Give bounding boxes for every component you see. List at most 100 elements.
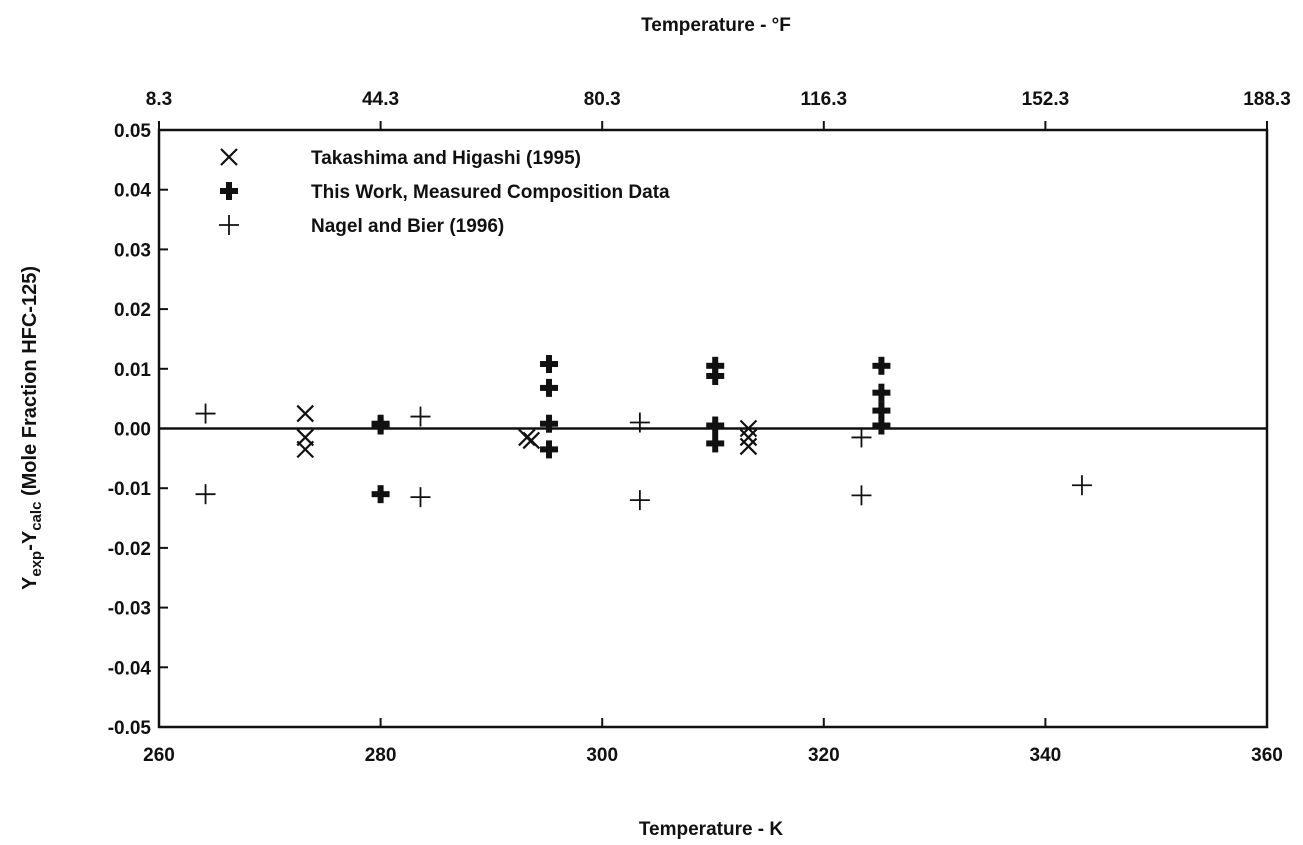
- marker-stroke: [296, 404, 315, 423]
- legend: Takashima and Higashi (1995) This Work, M…: [219, 148, 670, 237]
- legend-this-work: This Work, Measured Composition Data: [220, 182, 670, 203]
- marker-bar: [377, 485, 384, 504]
- marker-stroke: [739, 437, 758, 456]
- nagel-bier-point: [851, 427, 872, 448]
- x-axis-title: Temperature - K: [639, 819, 784, 840]
- legend-marker: [220, 148, 238, 166]
- this-work-point: [371, 416, 390, 435]
- this-work-point: [706, 356, 725, 375]
- marker-stroke: [739, 419, 758, 438]
- top-tick-label: 44.3: [362, 89, 399, 110]
- marker-bar: [712, 356, 719, 375]
- marker-bar: [712, 416, 719, 435]
- legend-takashima-higashi: Takashima and Higashi (1995): [220, 148, 581, 169]
- marker-stroke: [522, 431, 541, 450]
- y-tick-label: 0.02: [114, 300, 151, 321]
- marker-bar: [712, 366, 719, 385]
- marker-stroke: [739, 428, 758, 447]
- takashima-higashi-point: [296, 440, 315, 459]
- top-axis-ticks: 8.3 44.3 80.3 116.3 152.3 188.3: [146, 89, 1291, 130]
- takashima-higashi-point: [739, 428, 758, 447]
- nagel-bier-point: [410, 406, 431, 427]
- this-work-point: [540, 440, 559, 459]
- this-work-point: [706, 366, 725, 385]
- x-tick-label: 340: [1030, 745, 1062, 766]
- x-tick-label: 260: [143, 745, 175, 766]
- x-tick-label: 320: [808, 745, 840, 766]
- legend-label: This Work, Measured Composition Data: [311, 182, 670, 203]
- takashima-higashi-point: [522, 431, 541, 450]
- top-tick-label: 152.3: [1022, 89, 1070, 110]
- x-tick-label: 280: [365, 745, 397, 766]
- y-title-suffix: (Mole Fraction HFC-125): [19, 266, 41, 502]
- y-tick-label: -0.02: [108, 539, 151, 560]
- marker-bar: [226, 182, 232, 200]
- y-axis-ticks: 0.05 0.04 0.03 0.02 0.01 0.00 -0.01 -0.02 -0.03 -…: [108, 121, 168, 739]
- x-axis-ticks: 260 280 300 320 340 360: [143, 718, 1283, 766]
- y-tick-label: 0.01: [114, 360, 151, 381]
- y-title-prefix: Y: [19, 576, 41, 590]
- legend-marker: [219, 215, 239, 235]
- this-work-point: [872, 401, 891, 420]
- y-title-mid: -Y: [19, 530, 41, 551]
- marker-bar: [546, 378, 553, 397]
- top-tick-label: 8.3: [146, 89, 172, 110]
- y-tick-label: -0.04: [108, 658, 152, 679]
- y-tick-label: 0.05: [114, 121, 151, 142]
- legend-nagel-bier: Nagel and Bier (1996): [219, 215, 504, 237]
- marker-bar: [712, 434, 719, 453]
- data-points: [195, 355, 1092, 511]
- this-work-point: [371, 485, 390, 504]
- this-work-point: [872, 356, 891, 375]
- legend-label: Nagel and Bier (1996): [311, 216, 504, 237]
- marker-bar: [878, 401, 885, 420]
- nagel-bier-point: [629, 412, 650, 433]
- this-work-point: [706, 434, 725, 453]
- series-1: [371, 355, 891, 504]
- y-tick-label: 0.04: [114, 181, 151, 202]
- marker-bar: [546, 355, 553, 374]
- y-title-sub-calc: calc: [28, 502, 45, 531]
- nagel-bier-point: [1071, 475, 1092, 496]
- marker-bar: [377, 416, 384, 435]
- this-work-point: [706, 416, 725, 435]
- y-tick-label: 0.00: [114, 420, 151, 441]
- y-tick-label: -0.03: [108, 599, 151, 620]
- series-2: [195, 403, 1092, 511]
- top-axis-title: Temperature - °F: [641, 15, 791, 36]
- marker-bar: [878, 383, 885, 402]
- takashima-higashi-point: [739, 437, 758, 456]
- y-tick-label: -0.05: [108, 718, 152, 739]
- legend-label: Takashima and Higashi (1995): [311, 148, 581, 169]
- marker-stroke: [220, 148, 238, 166]
- series-0: [296, 404, 758, 459]
- top-tick-label: 80.3: [584, 89, 621, 110]
- y-axis-title: Yexp-Ycalc (Mole Fraction HFC-125): [19, 266, 45, 590]
- nagel-bier-point: [195, 484, 216, 505]
- this-work-point: [540, 414, 559, 433]
- legend-marker: [220, 182, 238, 200]
- marker-bar: [878, 356, 885, 375]
- marker-bar: [878, 416, 885, 435]
- marker-bar: [546, 440, 553, 459]
- this-work-point: [872, 416, 891, 435]
- this-work-point: [540, 355, 559, 374]
- marker-bar: [546, 414, 553, 433]
- nagel-bier-point: [410, 487, 431, 508]
- marker-stroke: [296, 440, 315, 459]
- top-tick-label: 116.3: [801, 89, 848, 110]
- nagel-bier-point: [195, 403, 216, 424]
- y-tick-label: 0.03: [114, 240, 151, 261]
- nagel-bier-point: [851, 485, 872, 506]
- takashima-higashi-point: [739, 419, 758, 438]
- top-tick-label: 188.3: [1243, 89, 1291, 110]
- x-tick-label: 300: [586, 745, 618, 766]
- this-work-point: [872, 383, 891, 402]
- takashima-higashi-point: [296, 404, 315, 423]
- this-work-point: [540, 378, 559, 397]
- y-tick-label: -0.01: [108, 479, 152, 500]
- nagel-bier-point: [629, 490, 650, 511]
- y-title-sub-exp: exp: [28, 551, 45, 577]
- x-tick-label: 360: [1251, 745, 1283, 766]
